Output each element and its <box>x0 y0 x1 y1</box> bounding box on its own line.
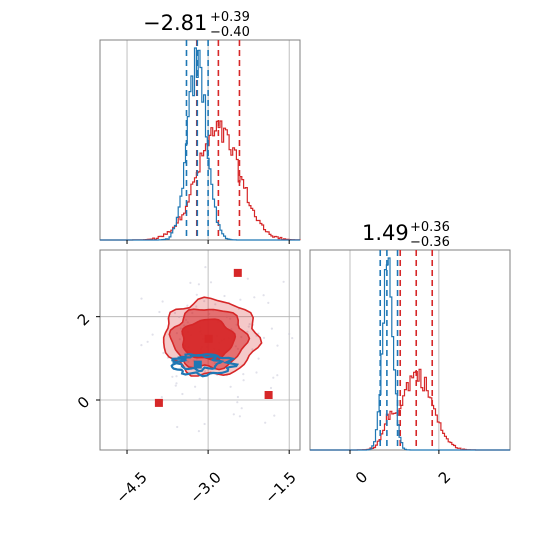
scatter-point <box>195 293 198 296</box>
scatter-point <box>248 323 251 326</box>
scatter-point <box>178 315 181 319</box>
y-tick-label-0: 0 <box>74 393 93 412</box>
scatter-point <box>270 327 273 330</box>
marker-red-3 <box>264 391 273 399</box>
y-tick-label-2: 2 <box>74 310 93 329</box>
scatter-point <box>175 375 178 378</box>
scatter-point <box>257 357 260 360</box>
scatter-point <box>160 396 163 399</box>
scatter-point <box>214 303 217 306</box>
histogram-param-2 <box>309 249 511 454</box>
scatter-point <box>262 336 266 339</box>
scatter-point <box>242 373 245 376</box>
x-tick-labels-param-2: 0 2 <box>352 468 454 487</box>
scatter-point <box>176 425 179 429</box>
title-param-2-plus: +0.36 <box>410 220 450 235</box>
scatter-point <box>247 325 250 328</box>
scatter-point <box>223 294 226 298</box>
title-param-2-minus: −0.36 <box>410 235 450 250</box>
scatter-point <box>267 301 270 304</box>
scatter-point <box>288 332 291 336</box>
x-tick-label-0: 0 <box>352 468 371 487</box>
title-param-1-minus: −0.40 <box>210 25 250 40</box>
title-param-2-main: 1.49 <box>362 221 409 245</box>
scatter-point <box>246 330 249 333</box>
scatter-point <box>269 386 273 390</box>
scatter-point <box>209 281 213 284</box>
scatter-point <box>203 300 206 303</box>
scatter-point <box>272 376 275 379</box>
scatter-point <box>186 304 189 307</box>
scatter-point <box>175 382 178 385</box>
scatter-point <box>204 370 207 373</box>
scatter-point <box>174 384 177 387</box>
scatter-point <box>151 333 154 336</box>
marker-blue-4 <box>193 360 202 369</box>
scatter-point <box>189 281 192 284</box>
x-tick-label-neg4-5: −4.5 <box>112 468 150 506</box>
x-tick-label-neg1-5: −1.5 <box>261 468 299 506</box>
marker-red-2 <box>154 398 163 407</box>
scatter-point <box>253 296 256 299</box>
marker-red-0 <box>233 268 242 277</box>
scatter-point <box>273 414 276 417</box>
x-tick-label-2: 2 <box>435 468 454 487</box>
scatter-point <box>203 422 206 426</box>
scatter-point <box>262 294 265 297</box>
scatter-point <box>161 300 164 303</box>
y-tick-labels-2d: 0 2 <box>74 310 93 412</box>
scatter-point <box>236 395 239 399</box>
scatter-point <box>171 375 174 378</box>
scatter-point <box>173 311 177 315</box>
title-param-1: −2.81 +0.39 −0.40 <box>143 10 250 40</box>
hist2-blue-steps <box>310 257 510 451</box>
scatter-point <box>140 344 143 347</box>
histogram-param-1 <box>99 39 301 244</box>
scatter-point <box>140 297 143 300</box>
scatter-point <box>181 392 184 396</box>
scatter-point <box>276 374 279 377</box>
title-param-1-plus: +0.39 <box>210 10 250 25</box>
scatter-point <box>242 379 245 382</box>
scatter-point <box>198 397 201 400</box>
x-tick-labels-param-1: −4.5 −3.0 −1.5 <box>112 468 299 506</box>
x-tick-label-neg3-0: −3.0 <box>186 468 224 506</box>
scatter-point <box>229 385 232 388</box>
hist1-frame <box>99 39 301 241</box>
title-param-2: 1.49 +0.36 −0.36 <box>362 220 450 250</box>
blue-contour-inner <box>171 354 225 373</box>
scatter-point <box>197 430 200 433</box>
scatter-point <box>257 332 260 335</box>
scatter-point <box>236 401 239 404</box>
scatter-point <box>276 344 279 347</box>
scatter-point <box>238 415 241 418</box>
scatter-point <box>194 385 197 388</box>
blue-contour-outer <box>170 353 240 378</box>
scatter-point <box>282 280 285 283</box>
scatter-point <box>204 266 207 269</box>
scatter-point <box>246 277 249 280</box>
marker-red-1 <box>204 334 213 343</box>
scatter-point <box>195 305 198 308</box>
hist1-blue-steps <box>100 47 300 241</box>
scatter-point <box>264 421 267 424</box>
scatter-frame <box>99 249 301 451</box>
scatter-point <box>251 348 254 351</box>
scatter-point <box>158 310 161 314</box>
scatter-point <box>162 351 165 355</box>
hist2-frame <box>309 249 511 451</box>
title-param-1-main: −2.81 <box>143 11 207 35</box>
scatter-point <box>232 413 235 416</box>
scatter-contour-panel <box>96 249 301 454</box>
scatter-point <box>291 337 294 340</box>
scatter-point <box>146 340 149 343</box>
hist2-red-steps <box>310 368 510 451</box>
scatter-point <box>240 407 243 410</box>
hist1-red-steps <box>100 120 301 241</box>
scatter-point <box>255 371 258 374</box>
scatter-point <box>239 298 242 301</box>
scatter-point <box>197 283 200 286</box>
